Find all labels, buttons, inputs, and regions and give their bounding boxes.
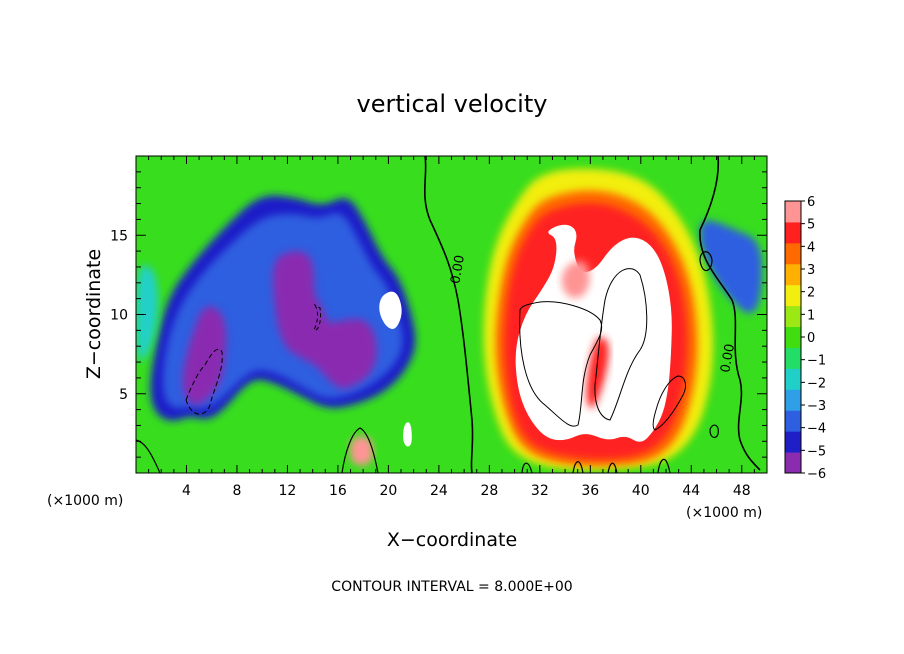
negative-contour-line [185, 348, 223, 415]
saturated-region [403, 422, 412, 447]
contour-interval-note: CONTOUR INTERVAL = 8.000E+00 [331, 579, 572, 595]
colorbar-swatch [785, 347, 801, 369]
colorbar-swatch [785, 368, 801, 390]
x-unit-right: (×1000 m) [686, 505, 762, 521]
x-tick-label: 44 [682, 483, 700, 499]
contour-lines [136, 156, 761, 473]
y-axis-label: Z−coordinate [83, 249, 105, 379]
colorbar-swatch [785, 201, 801, 223]
x-tick-label: 24 [430, 483, 448, 499]
colorbar-label: −4 [807, 422, 826, 437]
zero-contour-line [709, 424, 719, 439]
y-tick-label: 5 [119, 387, 128, 403]
contour-labels: 0.00 0.00 [448, 254, 738, 374]
x-axis: 4 8 12 16 20 24 28 32 36 40 44 48 [148, 156, 768, 499]
x-unit-left: (×1000 m) [47, 493, 123, 509]
zero-contour-line [521, 462, 533, 473]
colorbar-label: 3 [807, 263, 815, 278]
contour-label: 0.00 [718, 343, 738, 374]
saturated-region [515, 224, 672, 442]
colorbar-swatch [785, 389, 801, 411]
x-tick-label: 8 [232, 483, 241, 499]
zero-contour-line [572, 461, 584, 473]
zero-contour-line [699, 156, 761, 471]
velocity-region [699, 220, 762, 314]
positive-contour-line [519, 301, 603, 427]
colorbar-swatch [785, 242, 801, 265]
colorbar-label: 2 [807, 286, 815, 301]
x-tick-label: 16 [329, 483, 347, 499]
colorbar-swatch [785, 305, 801, 328]
zero-contour-line [699, 251, 713, 272]
colorbar-label: 5 [807, 218, 815, 233]
saturated-region [379, 291, 402, 330]
colorbar-label: −3 [807, 399, 826, 414]
y-tick-label: 15 [110, 228, 128, 244]
chart-title: vertical velocity [357, 90, 548, 118]
colorbar-swatch [785, 263, 801, 286]
x-axis-label: X−coordinate [387, 529, 517, 551]
x-tick-label: 12 [279, 483, 297, 499]
zero-contour-line [341, 427, 379, 473]
colorbar-label: 1 [807, 308, 815, 323]
colorbar-swatch [785, 221, 801, 244]
colorbar-label: 6 [807, 195, 815, 210]
colorbar-label: 0 [807, 331, 815, 346]
x-tick-label: 28 [480, 483, 498, 499]
colorbar-swatch [785, 452, 801, 474]
colorbar-label: −5 [807, 444, 826, 459]
zero-contour-line [657, 458, 671, 473]
zero-contour-line [607, 462, 618, 473]
zero-contour-line [423, 156, 474, 473]
negative-contour-line [313, 303, 321, 331]
x-tick-label: 20 [379, 483, 397, 499]
x-tick-label: 36 [581, 483, 599, 499]
velocity-field [136, 168, 762, 470]
colorbar-label: −6 [807, 467, 826, 482]
positive-contour-line [594, 268, 648, 421]
velocity-region [182, 306, 227, 405]
x-tick-label: 4 [182, 483, 191, 499]
velocity-region [561, 260, 590, 298]
velocity-region [586, 337, 609, 409]
velocity-region [136, 265, 159, 361]
positive-contour-line [652, 375, 686, 431]
colorbar-swatch [785, 431, 801, 453]
colorbar-label: 4 [807, 240, 815, 255]
x-tick-label: 32 [531, 483, 549, 499]
x-tick-label: 40 [632, 483, 650, 499]
y-tick-label: 10 [110, 308, 128, 324]
contour-label: 0.00 [448, 254, 468, 285]
colorbar-label: −1 [807, 354, 826, 369]
y-axis: 5 10 15 [110, 171, 767, 458]
velocity-region [272, 251, 377, 389]
x-tick-label: 48 [733, 483, 751, 499]
colorbar-swatch [785, 326, 801, 348]
colorbar-swatch [785, 410, 801, 432]
colorbar: 6 5 4 3 2 1 0 −1 −2 −3 −4 −5 −6 [784, 195, 826, 482]
colorbar-swatch [785, 284, 801, 307]
colorbar-label: −2 [807, 376, 826, 391]
zero-contour-line [136, 439, 161, 473]
velocity-region [349, 436, 374, 466]
